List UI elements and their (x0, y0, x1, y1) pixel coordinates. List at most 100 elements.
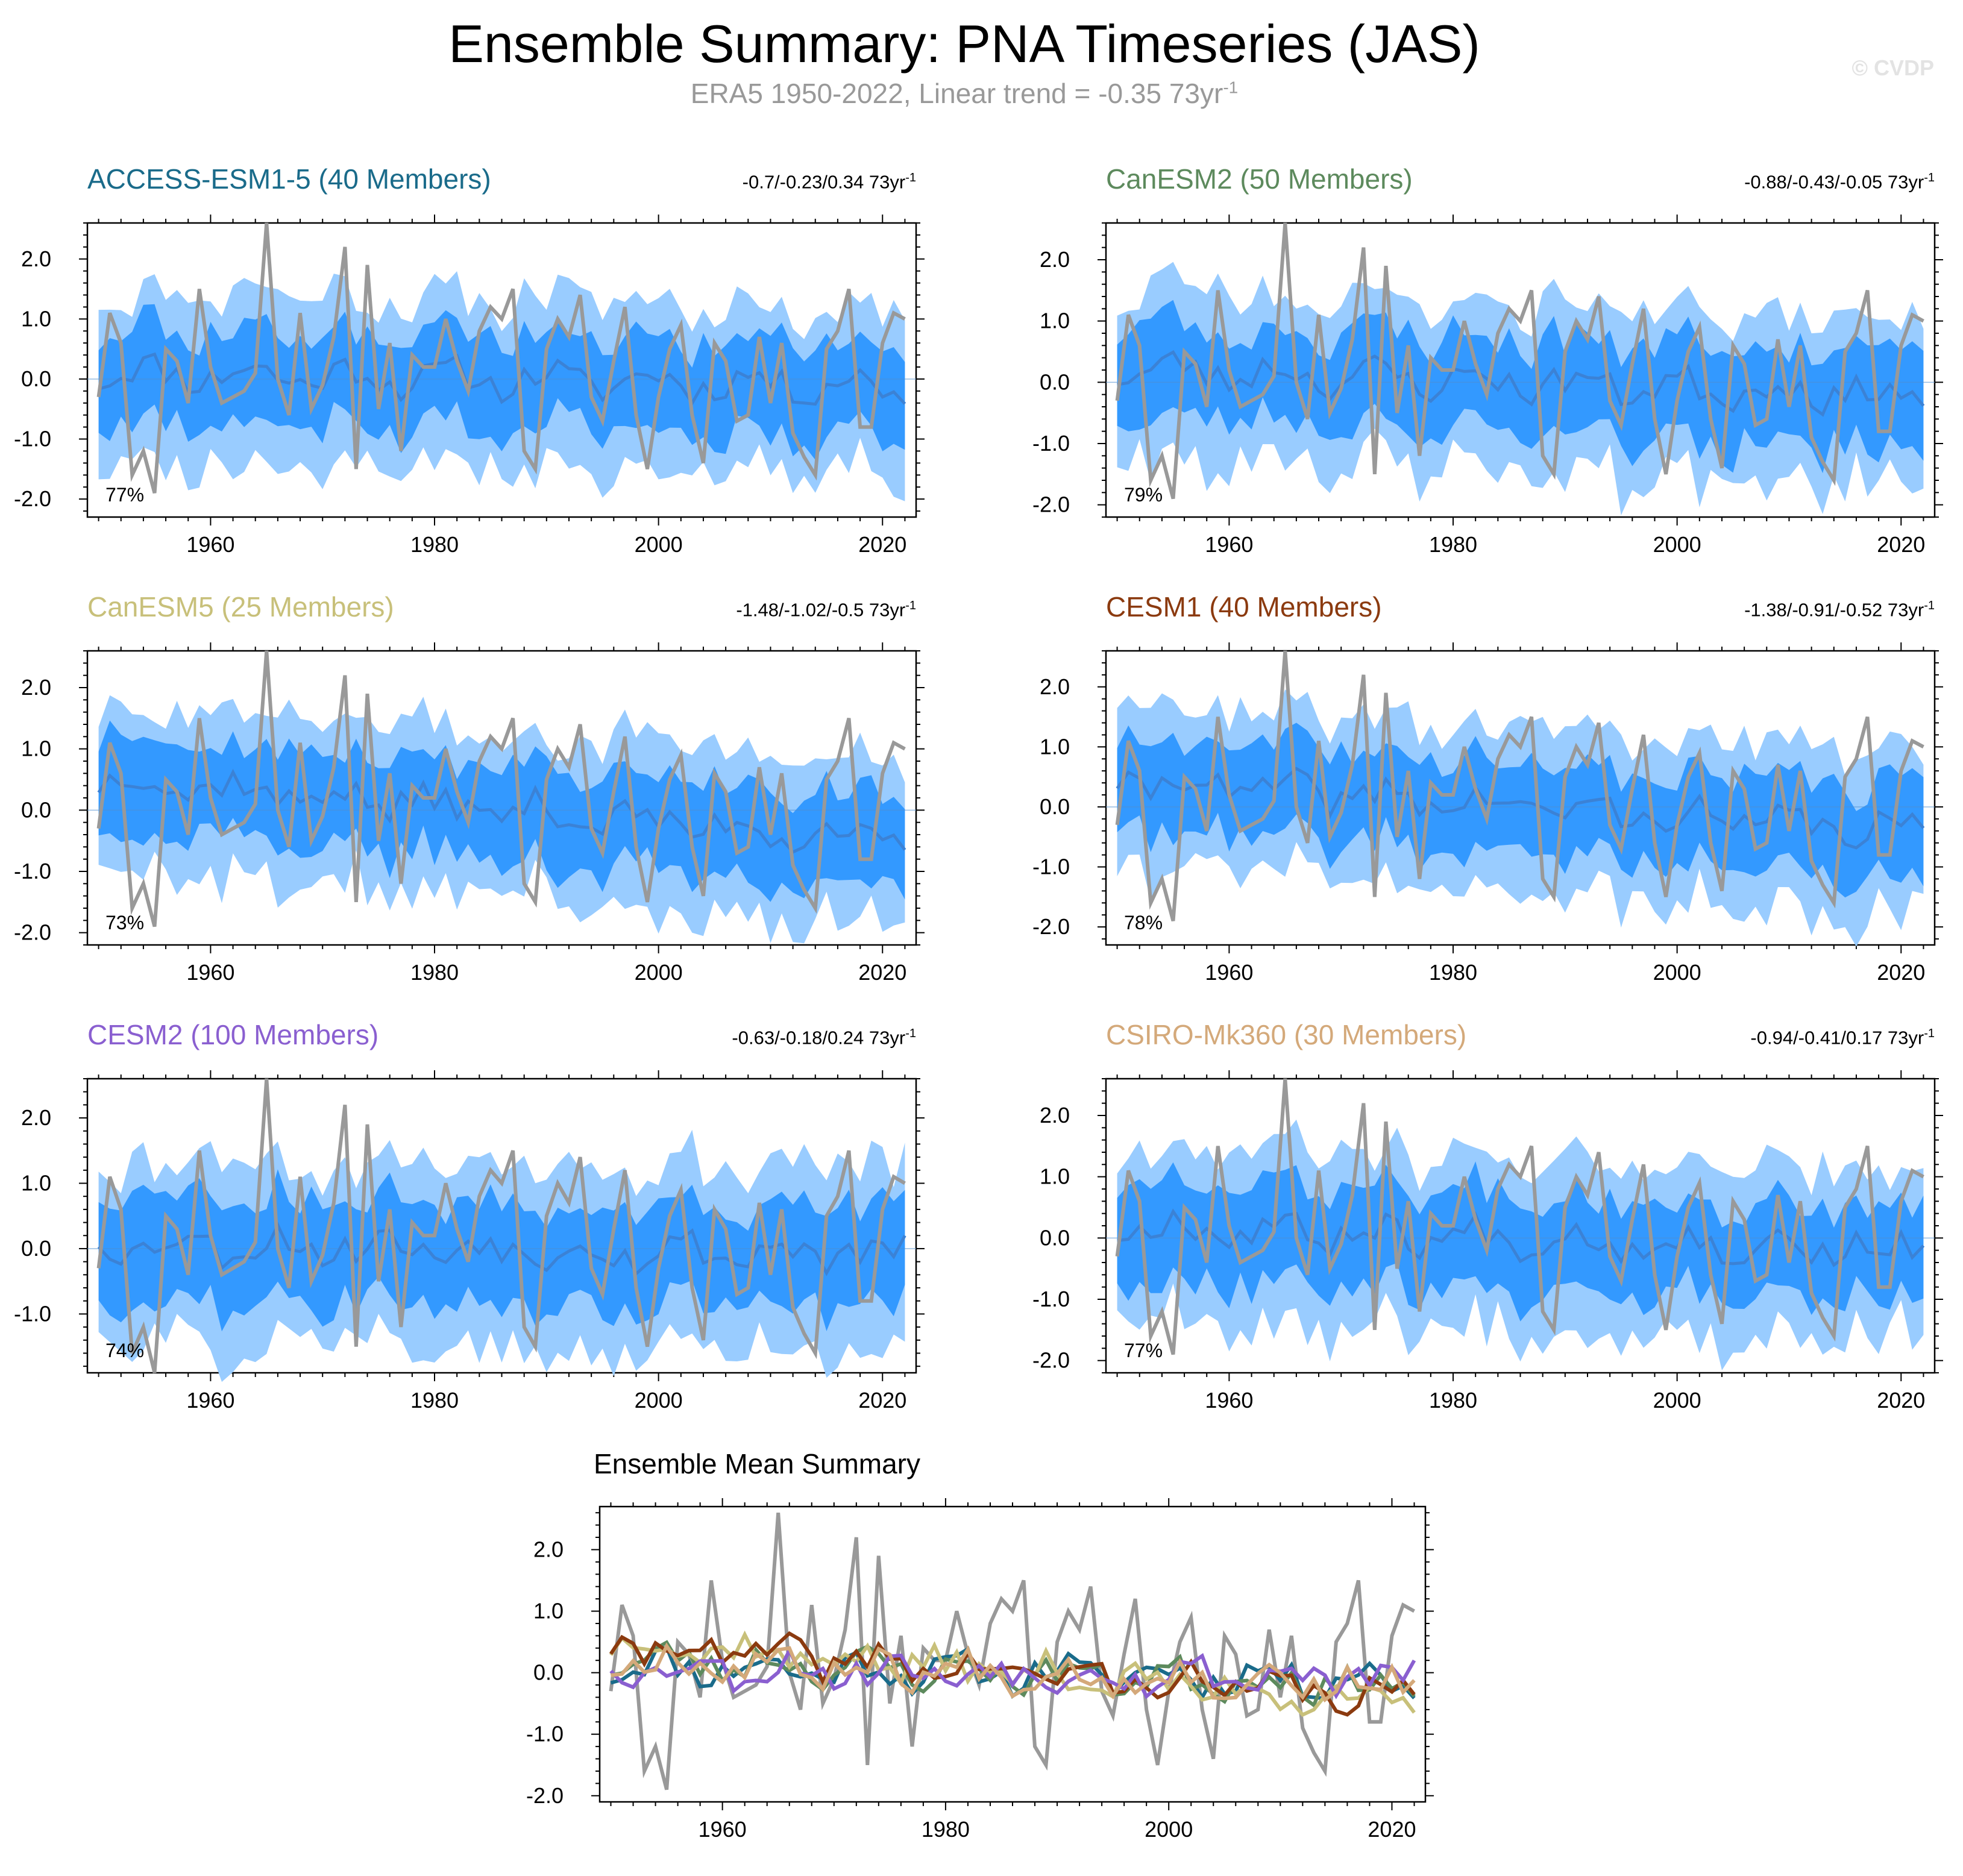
panel-2-ytick-label: 0.0 (1040, 369, 1070, 394)
panel-4-xtick-label: 1980 (1429, 960, 1477, 985)
panel-4-inner-band (1117, 723, 1924, 898)
panel-3-ensemble-mean (97, 768, 906, 854)
panel-6-trend-text: -0.94/-0.41/0.17 73yr (1750, 1027, 1924, 1049)
panel-5-ytick-label: 2.0 (21, 1105, 51, 1130)
panel-6-percentile: 77% (1124, 1340, 1163, 1361)
panel-5-title: CESM2 (100 Members) (87, 1019, 379, 1050)
panel-1-trend: -0.7/-0.23/0.34 73yr-1 (743, 171, 916, 193)
panel-6-obs-line (1115, 1078, 1924, 1355)
panel-3-chart: 1960 1980 2000 2020 2.0 1.0 0.0 -1.0 -2.0 73% (14, 642, 925, 985)
panel-5-xtick-label: 2000 (635, 1388, 683, 1413)
summary-frame (598, 1505, 1427, 1803)
panel-3-inner-band (98, 720, 905, 902)
panel-1-xtick-label: 1980 (410, 532, 459, 557)
panel-4-ytick-label: 0.0 (1040, 794, 1070, 819)
panel-4-ensemble-mean (1116, 767, 1925, 850)
figure-title: Ensemble Summary: PNA Timeseries (JAS) (448, 14, 1480, 74)
panel-1-ytick-label: 2.0 (21, 246, 51, 271)
summary-ytick-label: -1.0 (526, 1722, 564, 1746)
panel-1-title: ACCESS-ESM1-5 (40 Members) (87, 163, 491, 195)
panel-2-ytick-label: 2.0 (1040, 247, 1070, 272)
panel-6-xtick-label: 2000 (1653, 1388, 1701, 1413)
panel-1-xtick-label: 2020 (858, 532, 906, 557)
panel-6-ytick-label: 2.0 (1040, 1103, 1070, 1128)
summary-xtick-label: 2000 (1145, 1817, 1193, 1842)
summary-xtick-label: 1980 (922, 1817, 970, 1842)
panel-4-xtick-label: 2020 (1877, 960, 1925, 985)
panel-1-percentile: 77% (105, 484, 144, 506)
summary-xtick-label: 1960 (699, 1817, 747, 1842)
summary-ytick-label: 1.0 (533, 1599, 564, 1623)
panel-1-ytick-label: -2.0 (14, 486, 51, 511)
panel-2-xtick-label: 1960 (1205, 532, 1253, 557)
panel-3-ytick-label: 0.0 (21, 797, 51, 822)
panel-6-title: CSIRO-Mk360 (30 Members) (1106, 1019, 1467, 1050)
summary-chart: 1960 1980 2000 2020 2.0 1.0 0.0 -1.0 -2.0 (526, 1498, 1434, 1842)
panel-3-xtick-label: 2020 (858, 960, 906, 985)
panel-3-ytick-label: 1.0 (21, 736, 51, 761)
panel-3-trend-exp: -1 (905, 599, 916, 612)
panel-5-percentile: 74% (105, 1340, 144, 1361)
panel-4-ytick-label: 2.0 (1040, 674, 1070, 699)
panel-1-ensemble-mean (98, 352, 906, 406)
panel-5-xtick-label: 1980 (410, 1388, 459, 1413)
panel-2-xtick-label: 1980 (1429, 532, 1477, 557)
panel-3-xtick-label: 1980 (410, 960, 459, 985)
panel-6-trend-exp: -1 (1924, 1027, 1935, 1040)
panel-2-inner-band (1117, 300, 1924, 474)
panel-6-chart: 1960 1980 2000 2020 2.0 1.0 0.0 -1.0 -2.0 77% (1032, 1070, 1943, 1413)
panel-4-title: CESM1 (40 Members) (1106, 591, 1382, 623)
panel-1-chart: 1960 1980 2000 2020 2.0 1.0 0.0 -1.0 -2.0 77% (14, 215, 925, 557)
panel-5-trend-text: -0.63/-0.18/0.24 73yr (732, 1027, 906, 1049)
panel-3-obs-line (96, 650, 906, 927)
panel-2-percentile: 79% (1124, 484, 1163, 506)
panel-6-xtick-label: 2020 (1877, 1388, 1925, 1413)
panel-1-ytick-label: 1.0 (21, 306, 51, 331)
panel-2-trend-text: -0.88/-0.43/-0.05 73yr (1744, 171, 1924, 193)
panel-2-trend: -0.88/-0.43/-0.05 73yr-1 (1744, 171, 1935, 193)
panel-3-ytick-label: -1.0 (14, 859, 51, 883)
panel-6-xtick-label: 1980 (1429, 1388, 1477, 1413)
panel-4-ytick-label: -1.0 (1032, 855, 1070, 879)
summary-xtick-label: 2020 (1368, 1817, 1416, 1842)
panel-5-ensemble-mean (97, 1222, 906, 1276)
subtitle-exponent: -1 (1223, 78, 1239, 97)
panel-4-obs-line (1115, 650, 1924, 921)
panel-6-trend: -0.94/-0.41/0.17 73yr-1 (1750, 1027, 1935, 1049)
panel-1-ytick-label: 0.0 (21, 366, 51, 391)
panel-6-xtick-label: 1960 (1205, 1388, 1253, 1413)
panel-4-percentile: 78% (1124, 912, 1163, 933)
panel-2-chart: 1960 1980 2000 2020 2.0 1.0 0.0 -1.0 -2.0 79% (1032, 215, 1943, 557)
panel-4-chart: 1960 1980 2000 2020 2.0 1.0 0.0 -1.0 -2.0 78% (1032, 642, 1943, 985)
summary-ytick-label: -2.0 (526, 1783, 564, 1808)
panel-4-xtick-label: 1960 (1205, 960, 1253, 985)
panel-2-ytick-label: -1.0 (1032, 431, 1070, 456)
summary-line-csiro-mk360 (611, 1642, 1416, 1702)
panel-3-trend-text: -1.48/-1.02/-0.5 73yr (736, 599, 906, 621)
panel-6-ytick-label: 0.0 (1040, 1225, 1070, 1250)
panel-2-ytick-label: -2.0 (1032, 492, 1070, 517)
panel-4-trend-exp: -1 (1924, 599, 1935, 612)
panel-5-ytick-label: 1.0 (21, 1171, 51, 1196)
panel-6-ytick-label: 1.0 (1040, 1164, 1070, 1189)
panel-4-trend: -1.38/-0.91/-0.52 73yr-1 (1744, 599, 1935, 621)
panel-2-obs-line (1115, 222, 1924, 500)
panel-6-ytick-label: -2.0 (1032, 1348, 1070, 1373)
panel-2-trend-exp: -1 (1924, 171, 1935, 184)
panel-2-title: CanESM2 (50 Members) (1106, 163, 1413, 195)
panel-5-xtick-label: 2020 (858, 1388, 906, 1413)
panel-5-trend-exp: -1 (905, 1027, 916, 1040)
panel-5-trend: -0.63/-0.18/0.24 73yr-1 (732, 1027, 916, 1049)
panel-1-xtick-label: 1960 (186, 532, 234, 557)
panel-3-trend: -1.48/-1.02/-0.5 73yr-1 (736, 599, 916, 621)
panel-1-xtick-label: 2000 (635, 532, 683, 557)
summary-title: Ensemble Mean Summary (594, 1448, 920, 1479)
panel-4-ytick-label: 1.0 (1040, 734, 1070, 759)
panel-5-chart: 1960 1980 2000 2020 2.0 1.0 0.0 -1.0 74% (14, 1070, 925, 1413)
panel-6-ytick-label: -1.0 (1032, 1287, 1070, 1311)
panel-3-ytick-label: 2.0 (21, 675, 51, 700)
panel-5-inner-band (98, 1169, 905, 1332)
panel-5-xtick-label: 1960 (186, 1388, 234, 1413)
panel-1-obs-line (96, 222, 906, 494)
